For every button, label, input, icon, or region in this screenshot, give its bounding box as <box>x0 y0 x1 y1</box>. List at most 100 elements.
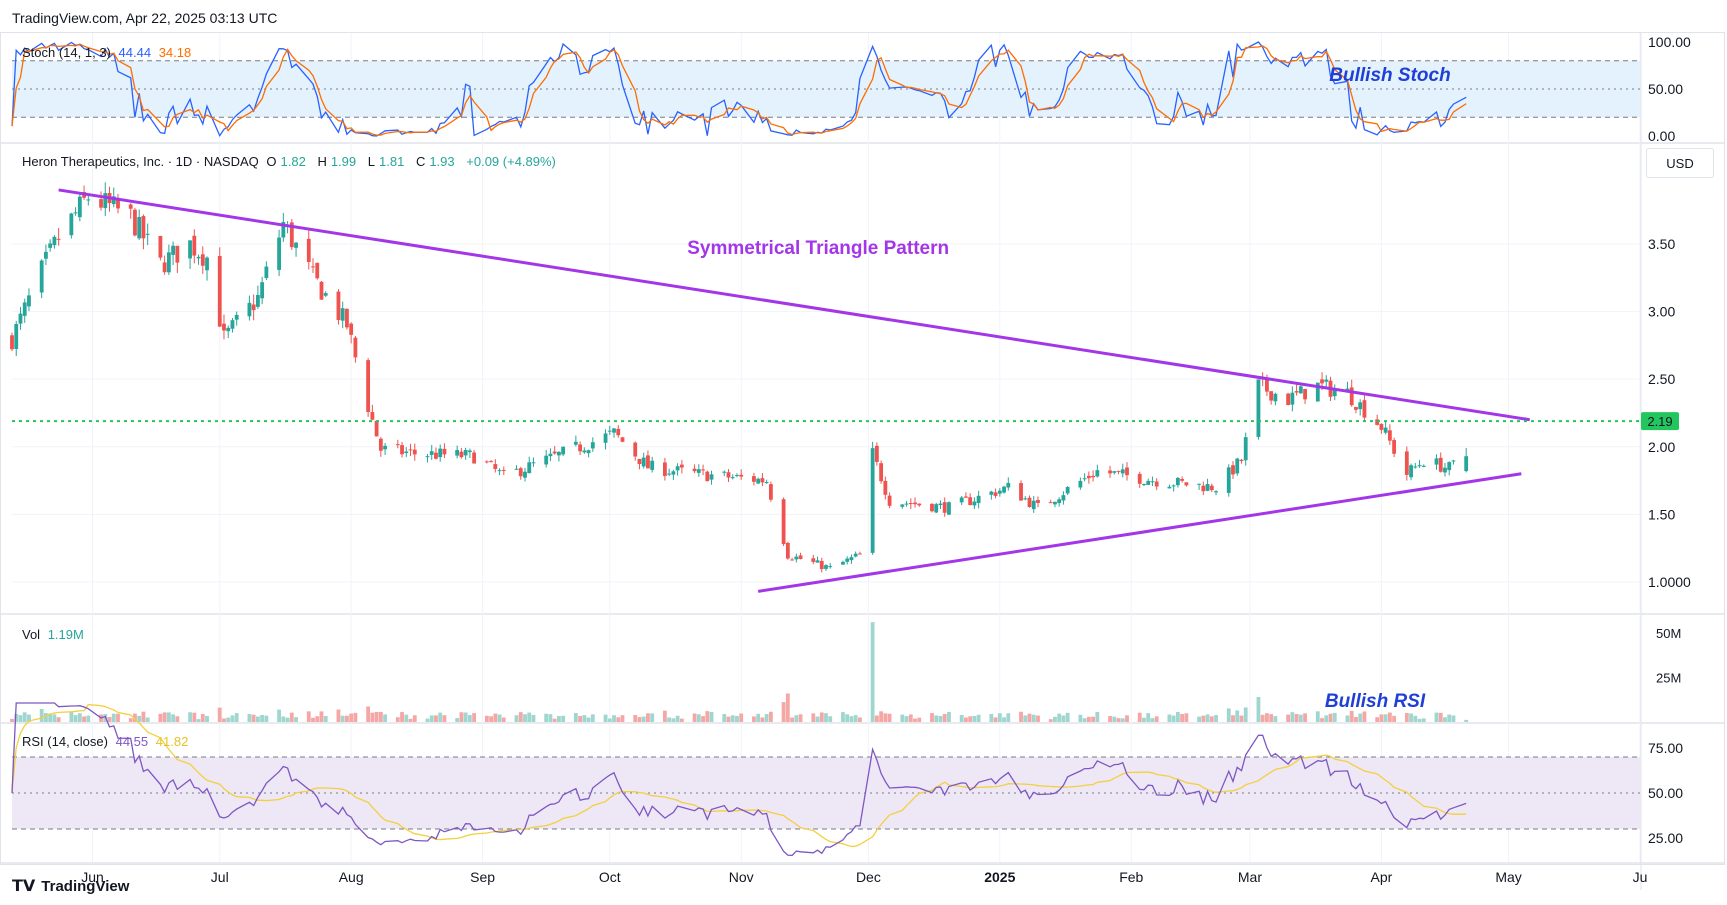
candle-body <box>1091 475 1096 478</box>
volume-bar <box>1053 716 1057 722</box>
volume-bar <box>781 702 786 722</box>
candle-body <box>870 448 875 553</box>
volume-bar <box>552 718 557 722</box>
volume-bar <box>1239 715 1244 722</box>
candle-body <box>175 245 180 263</box>
candle-body <box>52 236 57 246</box>
volume-bar <box>455 718 460 722</box>
volume-bar <box>484 715 489 722</box>
open-label: O <box>266 154 277 169</box>
volume-bar <box>404 714 409 722</box>
candle-body <box>887 495 892 506</box>
candle-body <box>103 193 108 209</box>
volume-bar <box>1086 716 1091 722</box>
candle-body <box>760 478 765 483</box>
currency-button[interactable]: USD <box>1646 148 1714 178</box>
volume-bar <box>1387 712 1392 722</box>
volume-bar <box>518 712 523 722</box>
candle-body <box>493 464 498 469</box>
candle-body <box>247 302 252 317</box>
candle-body <box>281 222 286 238</box>
volume-bar <box>277 709 282 722</box>
volume-bar <box>1298 714 1303 722</box>
volume-bar <box>722 713 727 722</box>
candle-body <box>277 237 282 270</box>
candle-body <box>671 471 676 475</box>
candle-body <box>429 451 434 455</box>
volume-bar <box>701 716 705 722</box>
volume-bar <box>251 714 256 722</box>
volume-bar <box>1265 713 1269 722</box>
volume-bar <box>1260 714 1265 722</box>
candle-body <box>1421 465 1426 467</box>
candle-body <box>1137 473 1142 484</box>
volume-bar <box>794 715 799 722</box>
volume-bar <box>947 712 951 722</box>
candle-body <box>1290 392 1295 405</box>
candle-body <box>408 449 413 451</box>
candle-body <box>200 254 205 266</box>
volume-bar <box>785 693 790 722</box>
volume-bar <box>1409 713 1413 722</box>
volume-bar <box>798 714 803 722</box>
volume-bar <box>709 712 714 722</box>
volume-bar <box>959 715 964 722</box>
low-value: 1.81 <box>379 154 405 169</box>
volume-bar <box>1095 712 1100 722</box>
candle-body <box>484 461 489 463</box>
candle-body <box>756 478 761 484</box>
candle-body <box>908 503 913 505</box>
candle-body <box>1438 457 1443 472</box>
candle-body <box>18 313 23 324</box>
tradingview-logo[interactable]: 𝗧𝗩 TradingView <box>12 876 129 896</box>
volume-bar <box>175 716 180 722</box>
volume-bar <box>438 712 443 722</box>
candle-body <box>612 428 616 433</box>
volume-bar <box>819 712 824 722</box>
volume-bar <box>1023 715 1028 722</box>
candle-body <box>1345 388 1350 391</box>
candle-body <box>264 266 269 279</box>
x-tick-label: Jul <box>211 869 229 885</box>
volume-bar <box>18 715 23 722</box>
volume-bar <box>349 713 354 722</box>
volume-bar <box>137 715 142 722</box>
candle-body <box>39 260 44 293</box>
candle-body <box>947 502 951 515</box>
candle-body <box>590 442 595 449</box>
volume-bar <box>824 713 828 722</box>
candles-group <box>10 182 1469 573</box>
volume-bar <box>230 715 235 722</box>
volume-bar <box>726 716 731 722</box>
candle-body <box>467 450 472 453</box>
volume-bar <box>573 712 578 722</box>
volume-bar <box>1057 713 1062 722</box>
candle-body <box>1048 502 1053 504</box>
candle-body <box>1175 477 1180 486</box>
volume-bar <box>260 714 265 722</box>
candle-body <box>790 559 794 561</box>
candle-body <box>400 445 404 455</box>
candle-body <box>44 251 48 259</box>
volume-bar <box>1006 713 1011 722</box>
volume-bar <box>264 715 269 722</box>
candle-body <box>1082 478 1087 480</box>
candle-body <box>1375 419 1380 425</box>
candle-body <box>811 558 816 562</box>
volume-bar <box>586 717 591 722</box>
volume-bar <box>548 714 553 722</box>
candle-body <box>675 466 680 471</box>
volume-bar <box>938 716 943 722</box>
volume-bar <box>527 712 532 722</box>
volume-bar <box>696 714 701 722</box>
volume-bar <box>459 712 464 722</box>
volume-bar <box>883 713 888 722</box>
candle-body <box>255 294 260 307</box>
volume-bar <box>972 715 977 722</box>
candle-body <box>378 438 383 451</box>
volume-bar <box>1243 707 1248 722</box>
volume-bar <box>353 712 358 722</box>
volume-bar <box>412 715 417 722</box>
volume-bar <box>968 716 973 722</box>
